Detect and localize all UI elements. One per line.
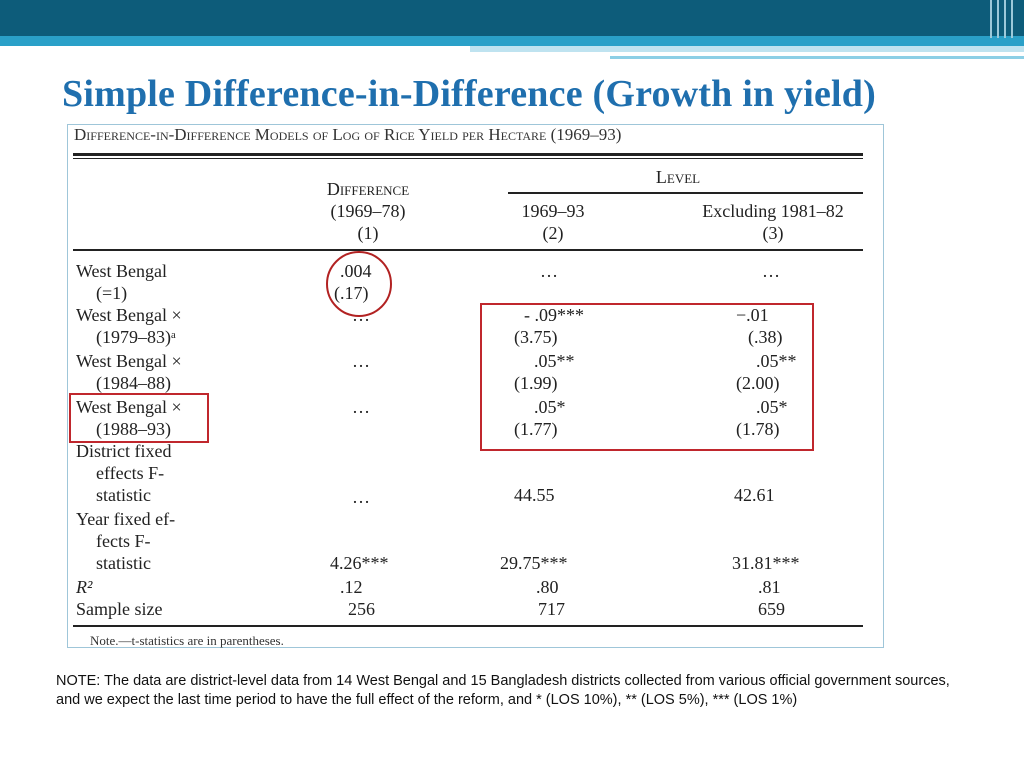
row-value: …	[352, 487, 370, 507]
row-value: - .09***	[524, 305, 584, 325]
highlight-box-coefficients	[480, 303, 814, 451]
bottom-rule	[73, 625, 863, 627]
col1-num: (1)	[357, 223, 379, 243]
row-label: District fixed	[76, 441, 172, 461]
row-value: (.38)	[748, 327, 783, 347]
row-label: statistic	[96, 485, 151, 505]
row-label: West Bengal	[76, 261, 168, 281]
table-image: Difference-in-Difference Models of Log o…	[67, 124, 884, 648]
slide-footnote: NOTE: The data are district-level data f…	[56, 673, 950, 708]
row-value: 659	[758, 599, 785, 619]
row-label: statistic	[96, 553, 151, 573]
row-value: (1.99)	[514, 373, 558, 393]
row-value: 29.75***	[500, 553, 568, 573]
col2-period: 1969–93	[521, 201, 585, 221]
row-value: −.01	[736, 305, 769, 325]
row-label: (1979–83)ᵃ	[96, 327, 176, 347]
col3-num: (3)	[762, 223, 784, 243]
header-stripe-light	[470, 46, 1024, 52]
row-value: …	[762, 261, 780, 281]
level-underline	[508, 192, 863, 194]
row-label: effects F-	[96, 463, 165, 483]
header-divider	[997, 0, 999, 38]
table-note: Note.—t-statistics are in parentheses.	[90, 633, 284, 648]
row-label: (1988–93)	[96, 419, 171, 439]
col1-period: (1969–78)	[330, 201, 406, 221]
row-value: .05**	[534, 351, 575, 371]
row-value: .80	[536, 577, 559, 597]
top-rule	[73, 153, 863, 156]
row-value: .12	[340, 577, 363, 597]
row-value: 256	[348, 599, 375, 619]
col1-name: Difference	[326, 179, 410, 199]
row-value: .81	[758, 577, 781, 597]
row-value: 4.26***	[330, 553, 389, 573]
row-value: (3.75)	[514, 327, 558, 347]
header-band	[0, 0, 1024, 59]
header-divider	[1004, 0, 1006, 38]
row-value: …	[352, 397, 370, 417]
highlight-box-label	[69, 393, 209, 443]
row-label: (=1)	[96, 283, 128, 303]
row-value: (1.77)	[514, 419, 558, 439]
row-label: Year fixed ef-	[76, 509, 176, 529]
header-stripe-thin	[610, 56, 1024, 59]
col3-period: Excluding 1981–82	[702, 201, 844, 221]
row-label: (1984–88)	[96, 373, 171, 393]
row-value: 717	[538, 599, 565, 619]
row-value: …	[540, 261, 558, 281]
row-value: 42.61	[734, 485, 775, 505]
row-label: West Bengal ×	[76, 305, 182, 325]
highlight-circle	[326, 251, 392, 317]
table-caption: Difference-in-Difference Models of Log o…	[74, 125, 622, 144]
header-divider	[990, 0, 992, 38]
top-rule-thin	[73, 158, 863, 159]
slide-title: Simple Difference-in-Difference (Growth …	[62, 73, 876, 115]
header-rule	[73, 249, 863, 251]
row-value: 44.55	[514, 485, 555, 505]
row-value: .05**	[756, 351, 797, 371]
row-value: .05*	[534, 397, 566, 417]
row-label: West Bengal ×	[76, 397, 182, 417]
row-label: West Bengal ×	[76, 351, 182, 371]
level-group-header: Level	[655, 167, 701, 187]
row-label: fects F-	[96, 531, 151, 551]
header-divider	[1011, 0, 1013, 38]
row-label: R²	[76, 577, 93, 597]
row-label: Sample size	[76, 599, 163, 619]
row-value: (2.00)	[736, 373, 780, 393]
header-stripe	[0, 36, 1024, 46]
row-value: .05*	[756, 397, 788, 417]
row-value: (1.78)	[736, 419, 780, 439]
col2-num: (2)	[542, 223, 564, 243]
row-value: 31.81***	[732, 553, 800, 573]
row-value: …	[352, 351, 370, 371]
